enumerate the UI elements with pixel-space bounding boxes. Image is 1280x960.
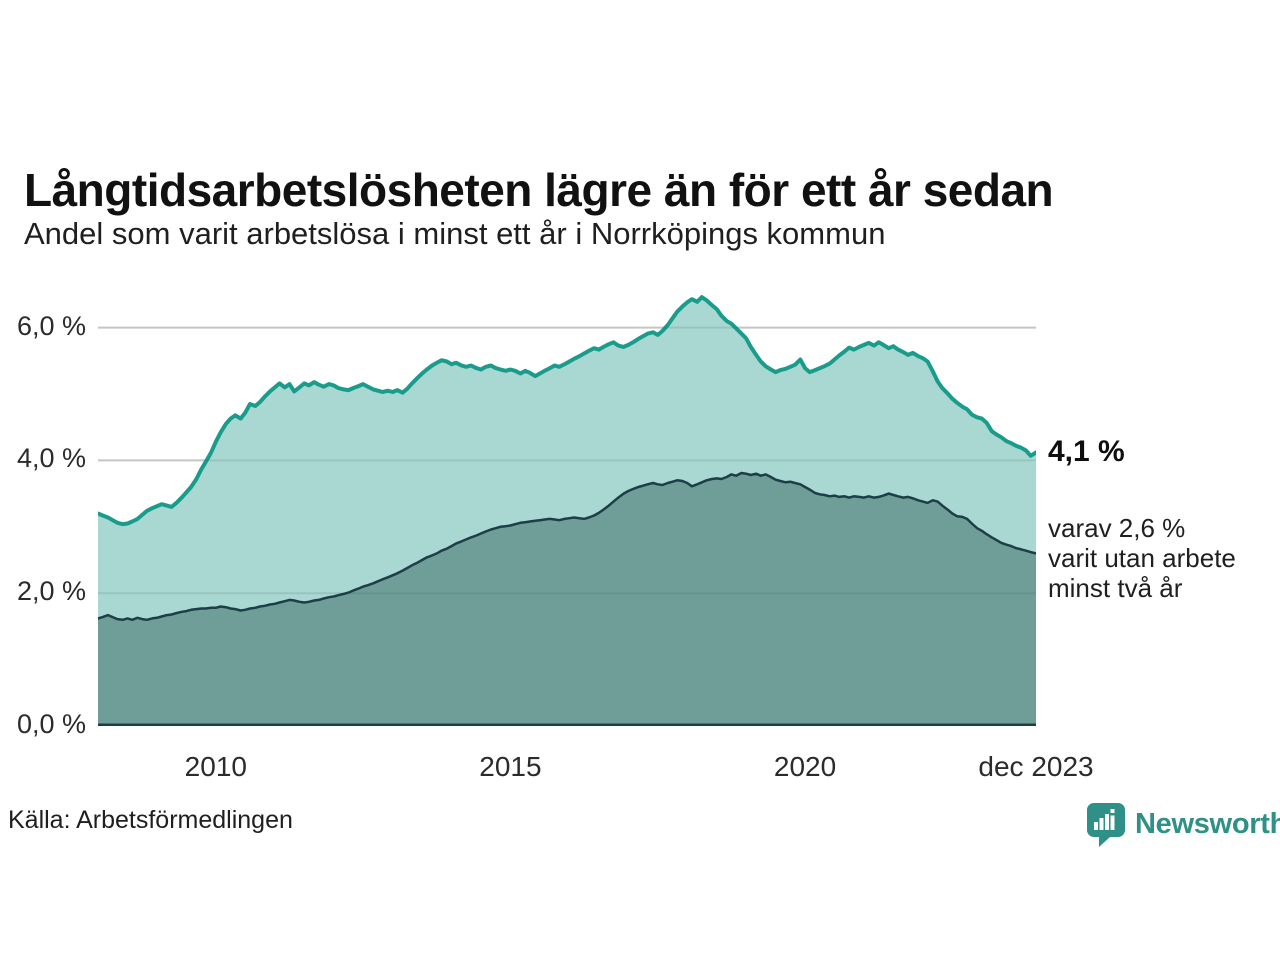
x-tick-label: 2020: [773, 751, 837, 782]
newsworthy-wordmark: Newsworthy: [1135, 808, 1280, 840]
end-value-label-two-years: varav 2,6 % varit utan arbete minst två …: [1048, 513, 1236, 603]
x-tick-label: 2010: [184, 751, 247, 782]
x-tick-label: dec 2023: [978, 751, 1094, 782]
x-tick-label: 2015: [479, 751, 542, 782]
page-title: Långtidsarbetslösheten lägre än för ett …: [24, 163, 1054, 216]
chart-plot-area: [98, 290, 1036, 726]
annotation-line: varit utan arbete: [1048, 543, 1236, 573]
y-tick-label: 4,0 %: [16, 443, 86, 474]
area-chart: [98, 295, 1036, 726]
newsworthy-logo: Newsworthy: [1086, 802, 1280, 848]
area-two-years: [98, 473, 1036, 726]
line-total: [98, 295, 1036, 527]
newsworthy-bubble-icon: [1087, 803, 1125, 847]
end-value-label-total: 4,1 %: [1048, 435, 1125, 468]
annotation-line: varav 2,6 %: [1048, 513, 1186, 543]
line-two-years: [98, 471, 1036, 622]
y-tick-label: 0,0 %: [16, 709, 86, 739]
chart-subtitle: Andel som varit arbetslösa i minst ett å…: [24, 216, 886, 251]
y-tick-label: 6,0 %: [16, 310, 86, 341]
y-tick-label: 2,0 %: [16, 576, 86, 607]
source-attribution: Källa: Arbetsförmedlingen: [8, 806, 293, 834]
annotation-line: minst två år: [1048, 573, 1183, 603]
